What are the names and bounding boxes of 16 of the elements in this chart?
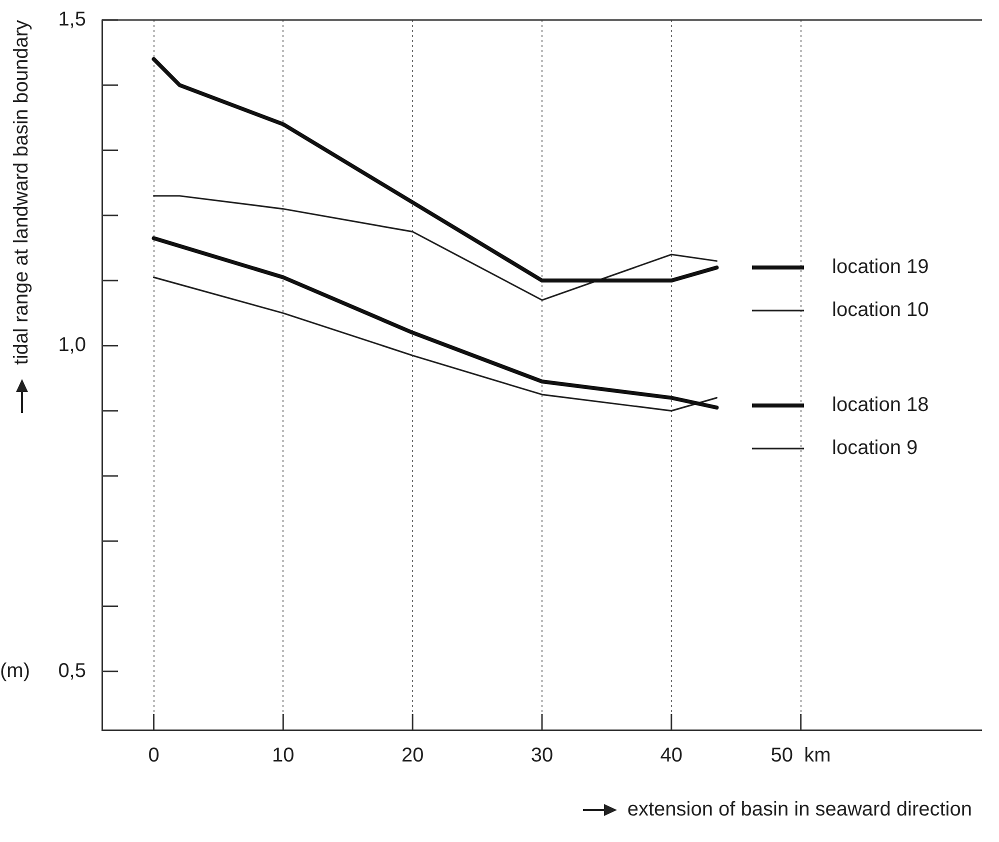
x-tick-label: 40 [660, 744, 683, 767]
legend-label: location 18 [832, 394, 929, 416]
y-tick-label: 1,0 [58, 334, 86, 356]
x-axis-title: extension of basin in seaward direction [627, 798, 972, 821]
x-tick-label: 50 km [770, 744, 831, 767]
x-tick-label: 0 [148, 744, 160, 767]
text: (m) [0, 660, 30, 682]
y-axis-title: tidal range at landward basin boundary [10, 20, 33, 365]
x-tick-label: 30 [530, 744, 554, 767]
legend-label: location 10 [832, 299, 929, 322]
legend-label: location 9 [832, 437, 918, 460]
x-tick-label: 20 [401, 744, 424, 767]
x-tick-label: 10 [272, 744, 294, 767]
legend-label: location 19 [832, 256, 929, 278]
y-tick-label: 0,5 [58, 660, 86, 682]
y-tick-label: 1,5 [58, 8, 86, 31]
